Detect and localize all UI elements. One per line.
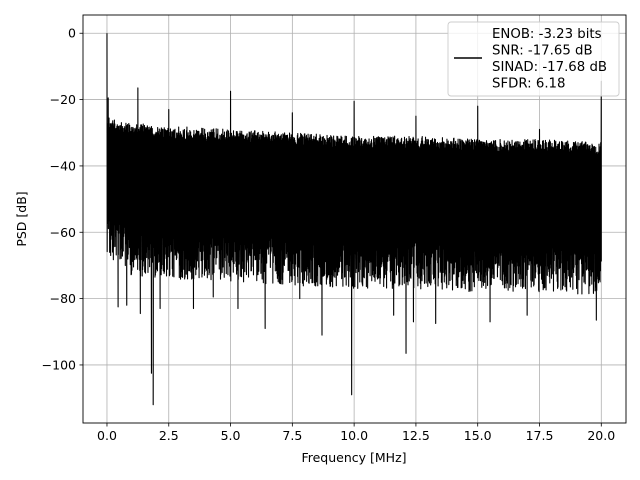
y-tick-label: 0	[68, 26, 76, 41]
y-axis: 0 −20 −40 −60 −80 −100	[42, 26, 83, 372]
legend-box	[447, 21, 620, 97]
plot-area	[106, 33, 602, 406]
y-tick-label: −80	[50, 291, 76, 306]
y-tick-label: −100	[42, 357, 76, 372]
x-tick-label: 15.0	[464, 428, 492, 443]
y-tick-label: −60	[50, 225, 76, 240]
x-tick-label: 5.0	[221, 428, 241, 443]
y-tick-label: −20	[50, 92, 76, 107]
x-axis: 0.0 2.5 5.0 7.5 10.0 12.5 15.0 17.5 20.0	[97, 423, 615, 443]
x-tick-label: 17.5	[526, 428, 554, 443]
x-tick-label: 20.0	[587, 428, 615, 443]
legend-label: ENOB: -3.23 bits SNR: -17.65 dB SINAD: -17…	[492, 27, 607, 92]
y-tick-label: −40	[50, 158, 76, 173]
x-tick-label: 0.0	[97, 428, 117, 443]
x-tick-label: 10.0	[340, 428, 368, 443]
legend: ENOB: -3.23 bits SNR: -17.65 dB SINAD: -17…	[447, 21, 620, 97]
x-tick-label: 7.5	[282, 428, 302, 443]
psd-series-line	[106, 33, 602, 406]
x-tick-label: 12.5	[402, 428, 430, 443]
x-tick-label: 2.5	[159, 428, 179, 443]
x-axis-label: Frequency [MHz]	[301, 450, 406, 465]
y-axis-label: PSD [dB]	[14, 191, 29, 246]
